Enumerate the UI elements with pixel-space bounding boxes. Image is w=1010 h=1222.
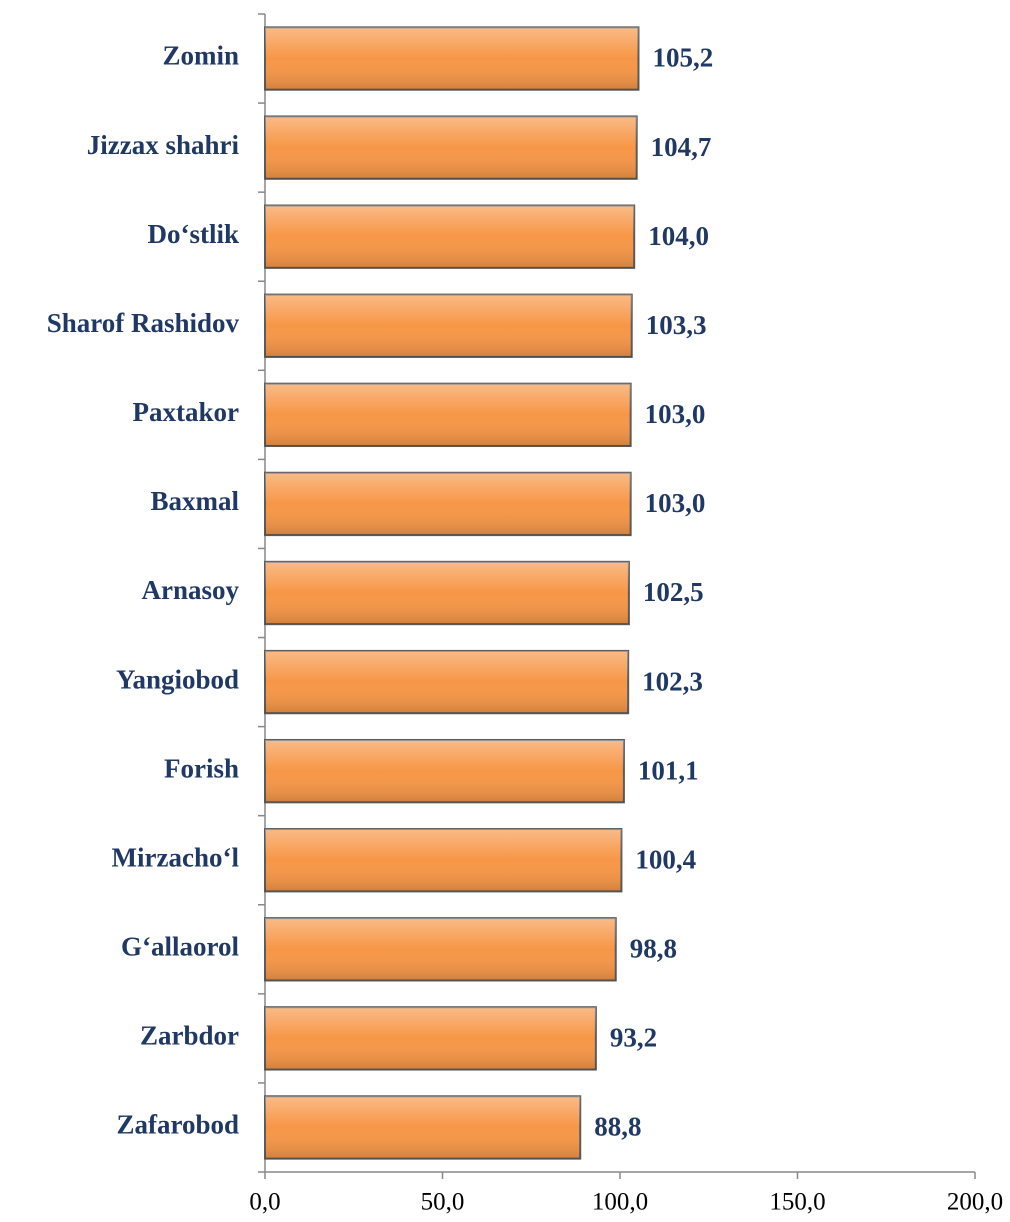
x-tick-label: 0,0	[249, 1189, 280, 1216]
value-label: 102,3	[642, 666, 703, 696]
category-label: Zafarobod	[116, 1110, 239, 1140]
bar-shine	[265, 1007, 596, 1070]
value-label: 104,0	[648, 221, 709, 251]
value-label: 98,8	[630, 934, 677, 964]
value-label: 104,7	[651, 132, 712, 162]
value-label: 102,5	[643, 577, 704, 607]
value-label: 100,4	[635, 844, 696, 874]
value-label: 88,8	[594, 1112, 641, 1142]
bar-shine	[265, 472, 631, 536]
bar-shine	[265, 739, 624, 803]
value-label: 103,3	[646, 310, 707, 340]
category-label: Arnasoy	[141, 575, 239, 605]
value-label: 93,2	[610, 1023, 657, 1053]
x-tick-label: 50,0	[421, 1189, 465, 1216]
x-tick-label: 150,0	[769, 1189, 825, 1216]
bar-shine	[265, 205, 635, 268]
bar-shine	[265, 829, 622, 892]
category-label: Do‘stlik	[147, 219, 239, 249]
category-label: Yangiobod	[116, 664, 239, 694]
category-label: Zomin	[162, 41, 239, 71]
bar-shine	[265, 116, 637, 179]
value-label: 103,0	[645, 488, 706, 518]
x-tick-label: 100,0	[592, 1189, 648, 1216]
category-label: G‘allaorol	[121, 932, 239, 962]
category-label: Zarbdor	[140, 1021, 239, 1051]
bar-shine	[265, 918, 616, 981]
x-tick-label: 200,0	[947, 1189, 1003, 1216]
bar-shine	[265, 27, 639, 90]
value-label: 105,2	[652, 43, 713, 73]
value-label: 101,1	[638, 755, 699, 785]
category-label: Mirzacho‘l	[112, 842, 240, 872]
bar-shine	[265, 561, 629, 625]
category-label: Baxmal	[150, 486, 239, 516]
category-label: Paxtakor	[133, 397, 240, 427]
bar-shine	[265, 294, 632, 357]
bar-shine	[265, 650, 629, 714]
category-label: Jizzax shahri	[87, 130, 240, 160]
bar-shine	[265, 383, 631, 447]
value-label: 103,0	[645, 399, 706, 429]
category-label: Sharof Rashidov	[47, 308, 240, 338]
category-label: Forish	[164, 753, 239, 783]
bar-shine	[265, 1096, 581, 1159]
